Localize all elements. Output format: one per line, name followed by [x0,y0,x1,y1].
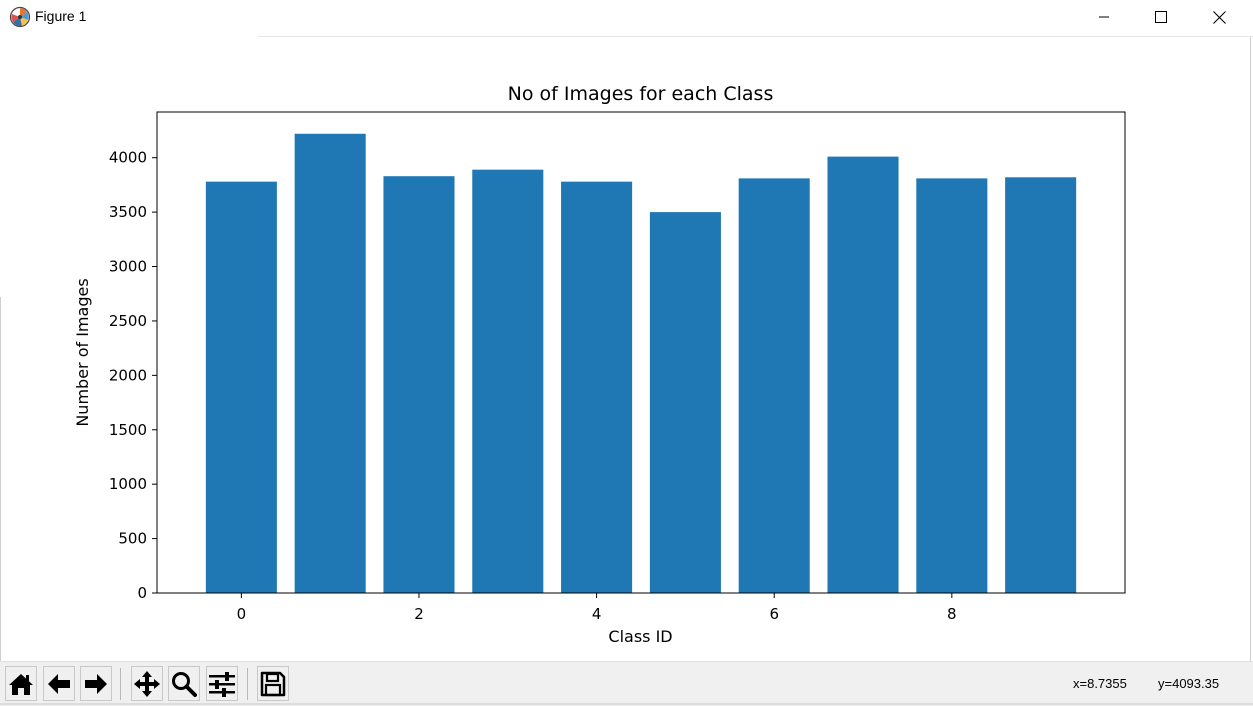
matplotlib-logo-icon [9,6,31,28]
maximize-button[interactable] [1138,0,1184,34]
window-edge-left [0,297,1,661]
cursor-y-readout: y=4093.35 [1158,676,1220,691]
y-tick-label: 2000 [109,366,147,384]
y-tick-label: 0 [137,584,147,602]
bar-class-3 [472,169,544,594]
maximize-icon [1155,11,1167,23]
back-arrow-icon [48,673,70,694]
navigation-toolbar: x=8.7355 y=4093.35 [0,661,1253,706]
save-button[interactable] [257,666,289,701]
y-axis-ticks: 0 500 1000 1500 2000 2500 3000 3500 4000 [109,149,157,602]
window-edge [1250,37,1251,661]
figure-canvas[interactable]: No of Images for each Class 0 2 4 6 8 0 500 10… [0,37,1250,661]
axes-frame [156,111,1126,594]
save-icon [260,671,286,696]
pan-icon [134,670,160,697]
window-title: Figure 1 [35,8,87,24]
bar-class-1 [294,133,366,593]
close-icon [1212,10,1226,24]
bar-class-7 [827,156,899,593]
toolbar-separator [247,668,248,700]
x-tick-label: 8 [947,605,957,623]
cursor-x-readout: x=8.7355 [1073,676,1127,691]
x-axis-label: Class ID [608,627,672,646]
bar-class-4 [561,181,633,593]
back-button[interactable] [43,666,75,701]
taskbar-strip [0,703,1253,705]
minimize-icon [1099,16,1109,18]
bars-group [205,133,1077,594]
bar-class-6 [738,178,810,593]
zoom-icon [172,671,197,697]
forward-button[interactable] [80,666,112,701]
y-tick-label: 2500 [109,312,147,330]
y-tick-label: 4000 [109,149,147,167]
bar-class-2 [383,176,455,594]
minimize-button[interactable] [1081,0,1127,34]
bar-class-5 [649,212,721,593]
toolbar-separator [120,668,121,700]
home-button[interactable] [5,666,37,701]
y-tick-label: 500 [118,530,147,548]
pan-button[interactable] [131,666,163,701]
close-button[interactable] [1196,0,1242,34]
chart-title: No of Images for each Class [508,83,774,105]
bar-class-0 [205,181,277,593]
y-tick-label: 1500 [109,421,147,439]
forward-arrow-icon [85,673,107,694]
subplots-button[interactable] [206,666,238,701]
titlebar-separator [258,36,1253,37]
x-tick-label: 2 [414,605,424,623]
y-tick-label: 1000 [109,475,147,493]
subplots-icon [209,671,235,697]
y-axis-label: Number of Images [73,278,92,426]
zoom-button[interactable] [168,666,200,701]
window-titlebar: Figure 1 [0,0,1253,36]
x-tick-label: 4 [592,605,602,623]
bar-class-8 [916,178,988,593]
y-tick-label: 3500 [109,203,147,221]
home-icon [9,673,33,695]
x-axis-ticks: 0 2 4 6 8 [237,593,957,623]
y-tick-label: 3000 [109,258,147,276]
bar-class-9 [1005,177,1077,593]
x-tick-label: 6 [769,605,779,623]
x-tick-label: 0 [237,605,247,623]
